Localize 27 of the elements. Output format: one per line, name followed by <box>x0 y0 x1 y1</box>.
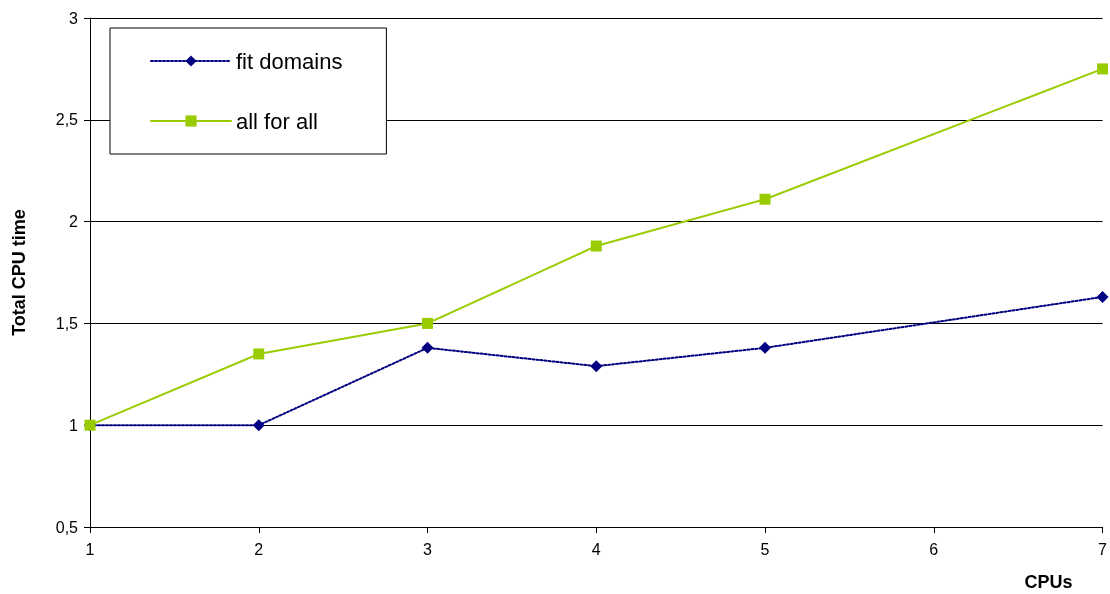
x-tick-label: 2 <box>254 540 264 558</box>
x-axis-title: CPUs <box>1024 572 1073 592</box>
point <box>590 240 602 252</box>
x-tick-label: 1 <box>85 540 95 558</box>
y-tick-label: 1,5 <box>55 314 79 332</box>
x-tick-label: 5 <box>760 540 770 558</box>
point <box>1097 63 1109 75</box>
x-tick-label: 4 <box>591 540 601 558</box>
x-tick-label: 7 <box>1098 540 1108 558</box>
point <box>421 341 434 354</box>
point <box>422 317 434 329</box>
y-tick-label: 2,5 <box>55 111 79 129</box>
legend-label: fit domains <box>236 48 343 74</box>
point <box>590 360 603 373</box>
point <box>759 193 771 205</box>
y-axis-title: Total CPU time <box>9 209 29 336</box>
y-tick-label: 0,5 <box>55 518 79 536</box>
point <box>759 341 772 354</box>
point <box>252 419 265 432</box>
x-tick-label: 3 <box>423 540 433 558</box>
point <box>1096 290 1109 303</box>
legend-label: all for all <box>236 108 318 134</box>
point <box>253 348 265 360</box>
y-tick-label: 1 <box>69 416 79 434</box>
x-tick-label: 6 <box>929 540 939 558</box>
y-tick-label: 3 <box>69 9 79 27</box>
y-tick-label: 2 <box>69 213 79 231</box>
